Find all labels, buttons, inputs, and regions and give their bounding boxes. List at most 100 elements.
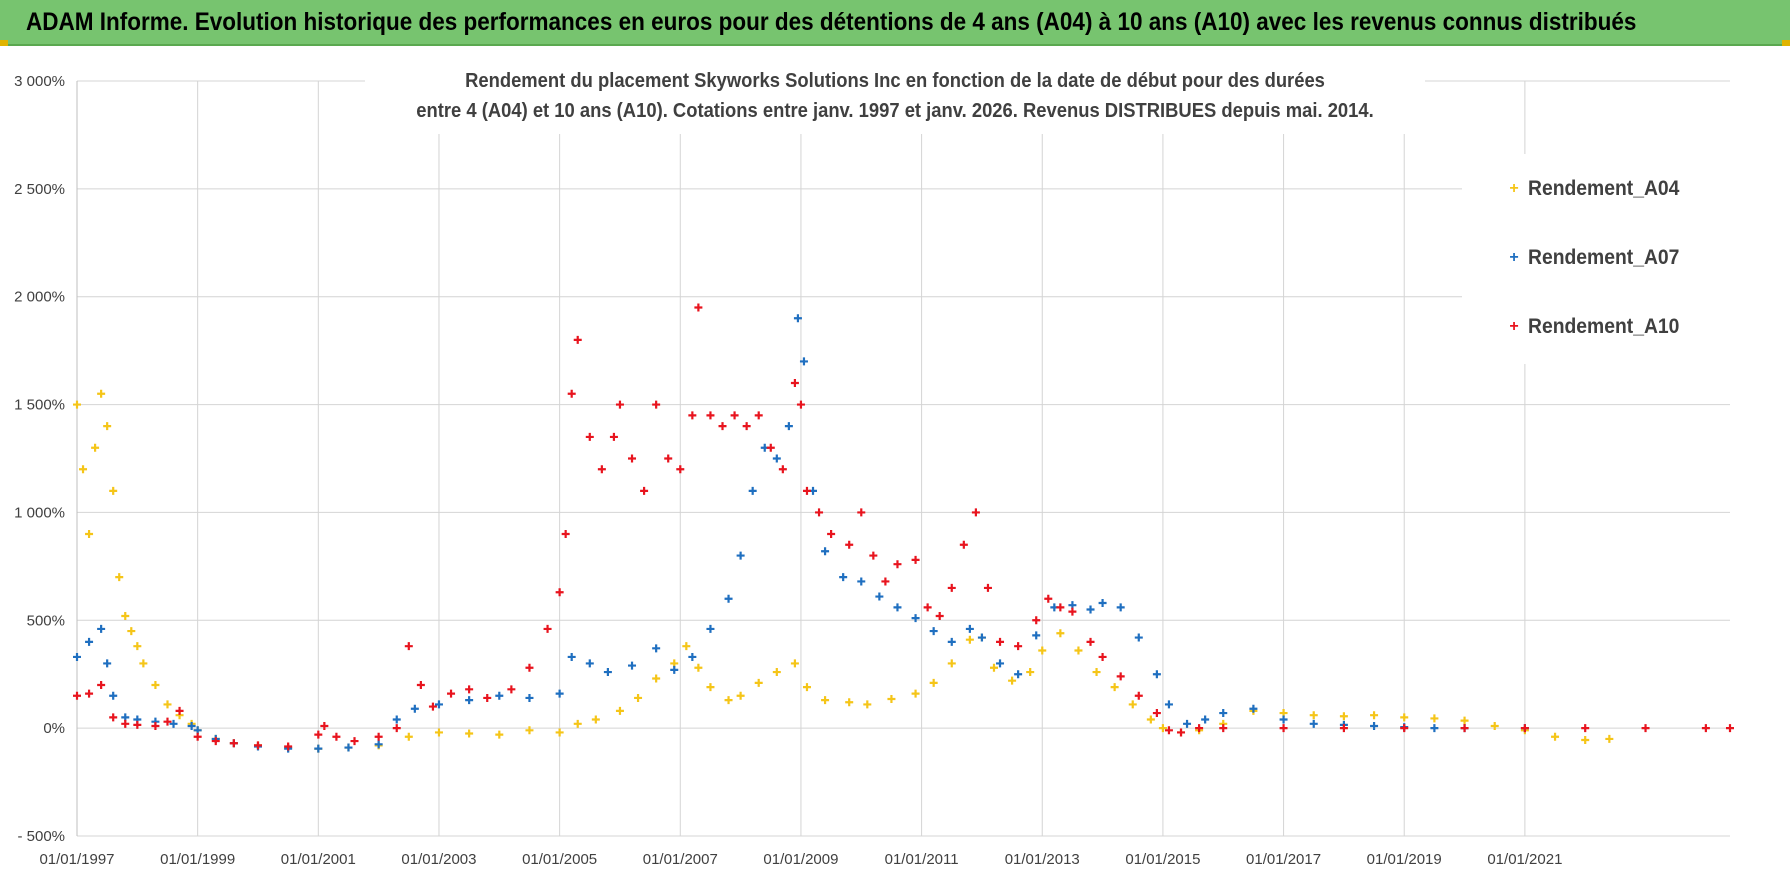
data-point xyxy=(1038,646,1047,655)
data-point xyxy=(163,700,172,709)
data-point xyxy=(1201,715,1210,724)
data-point xyxy=(1219,724,1228,733)
data-point xyxy=(839,573,848,582)
y-tick-label: 2 500% xyxy=(14,181,65,198)
data-point xyxy=(428,702,437,711)
data-point xyxy=(1134,691,1143,700)
data-point xyxy=(1146,715,1155,724)
data-point xyxy=(615,706,624,715)
chart-title-line-1: Rendement du placement Skyworks Solution… xyxy=(465,70,1325,92)
data-point xyxy=(1279,715,1288,724)
data-point xyxy=(97,624,106,633)
x-tick-label: 01/01/2015 xyxy=(1125,851,1200,868)
data-point xyxy=(525,693,534,702)
data-point xyxy=(73,691,81,700)
y-tick-label: 0% xyxy=(43,720,65,737)
data-point xyxy=(694,303,703,312)
data-point xyxy=(1219,709,1228,718)
data-point xyxy=(766,443,775,452)
data-point xyxy=(670,665,679,674)
data-point xyxy=(121,719,130,728)
legend-marker-a04: + xyxy=(1509,180,1519,197)
data-point xyxy=(567,652,576,661)
data-point xyxy=(193,732,202,741)
data-point xyxy=(1056,629,1065,638)
x-tick-label: 01/01/2007 xyxy=(643,851,718,868)
data-point xyxy=(688,411,697,420)
data-point xyxy=(772,454,781,463)
data-point xyxy=(857,577,866,586)
banner-corner-left xyxy=(0,40,8,46)
data-point xyxy=(989,663,998,672)
data-point xyxy=(483,693,492,702)
data-point xyxy=(845,698,854,707)
data-point xyxy=(127,627,136,636)
data-point xyxy=(971,508,980,517)
data-point xyxy=(821,696,830,705)
data-point xyxy=(1116,603,1125,612)
data-point xyxy=(91,443,100,452)
data-point xyxy=(977,633,986,642)
data-point xyxy=(1092,668,1101,677)
data-point xyxy=(133,720,142,729)
data-point xyxy=(772,668,781,677)
data-point xyxy=(1056,603,1065,612)
chart-title-box: Rendement du placement Skyworks Solution… xyxy=(365,64,1425,134)
data-point xyxy=(555,588,564,597)
data-point xyxy=(392,715,401,724)
data-point xyxy=(573,719,582,728)
data-point xyxy=(694,663,703,672)
data-point xyxy=(1490,721,1499,730)
data-point xyxy=(314,730,323,739)
data-point xyxy=(706,624,715,633)
data-point xyxy=(857,508,866,517)
data-point xyxy=(591,715,600,724)
data-point xyxy=(1158,724,1167,733)
data-point xyxy=(603,668,612,677)
data-point xyxy=(350,737,359,746)
data-point xyxy=(585,432,594,441)
data-point xyxy=(97,389,106,398)
data-point xyxy=(778,465,787,474)
chart-series xyxy=(73,303,1734,753)
data-point xyxy=(1164,726,1173,735)
data-point xyxy=(1008,676,1017,685)
data-point xyxy=(1086,605,1095,614)
data-point xyxy=(609,432,618,441)
data-point xyxy=(1726,724,1734,733)
data-point xyxy=(187,721,196,730)
data-point xyxy=(1152,670,1161,679)
data-point xyxy=(151,721,160,730)
series-Rendement_A04 xyxy=(73,389,1614,753)
data-point xyxy=(1430,714,1439,723)
data-point xyxy=(410,704,419,713)
data-point xyxy=(911,555,920,564)
y-tick-label: 500% xyxy=(27,612,65,629)
data-point xyxy=(1098,652,1107,661)
legend-item-a04: + Rendement_A04 xyxy=(1504,174,1693,204)
legend-item-a10: + Rendement_A10 xyxy=(1504,312,1693,342)
data-point xyxy=(97,681,106,689)
data-point xyxy=(507,685,516,694)
data-point xyxy=(229,739,238,748)
data-point xyxy=(109,691,118,700)
data-point xyxy=(634,693,643,702)
x-tick-label: 01/01/2021 xyxy=(1487,851,1562,868)
data-point xyxy=(1044,594,1053,603)
y-tick-label: 2 000% xyxy=(14,289,65,306)
x-tick-label: 01/01/2017 xyxy=(1246,851,1321,868)
data-point xyxy=(555,689,564,698)
chart-gridlines xyxy=(76,80,1730,837)
data-point xyxy=(253,741,262,750)
data-point xyxy=(374,740,383,749)
data-point xyxy=(1177,728,1186,737)
chart-title-line-2: entre 4 (A04) et 10 ans (A10). Cotations… xyxy=(416,100,1374,122)
data-point xyxy=(1460,724,1469,733)
data-point xyxy=(802,486,811,495)
data-point xyxy=(652,644,661,653)
data-point xyxy=(1110,683,1119,692)
data-point xyxy=(923,603,932,612)
data-point xyxy=(1520,724,1529,733)
data-point xyxy=(799,357,808,366)
x-tick-label: 01/01/2009 xyxy=(763,851,838,868)
